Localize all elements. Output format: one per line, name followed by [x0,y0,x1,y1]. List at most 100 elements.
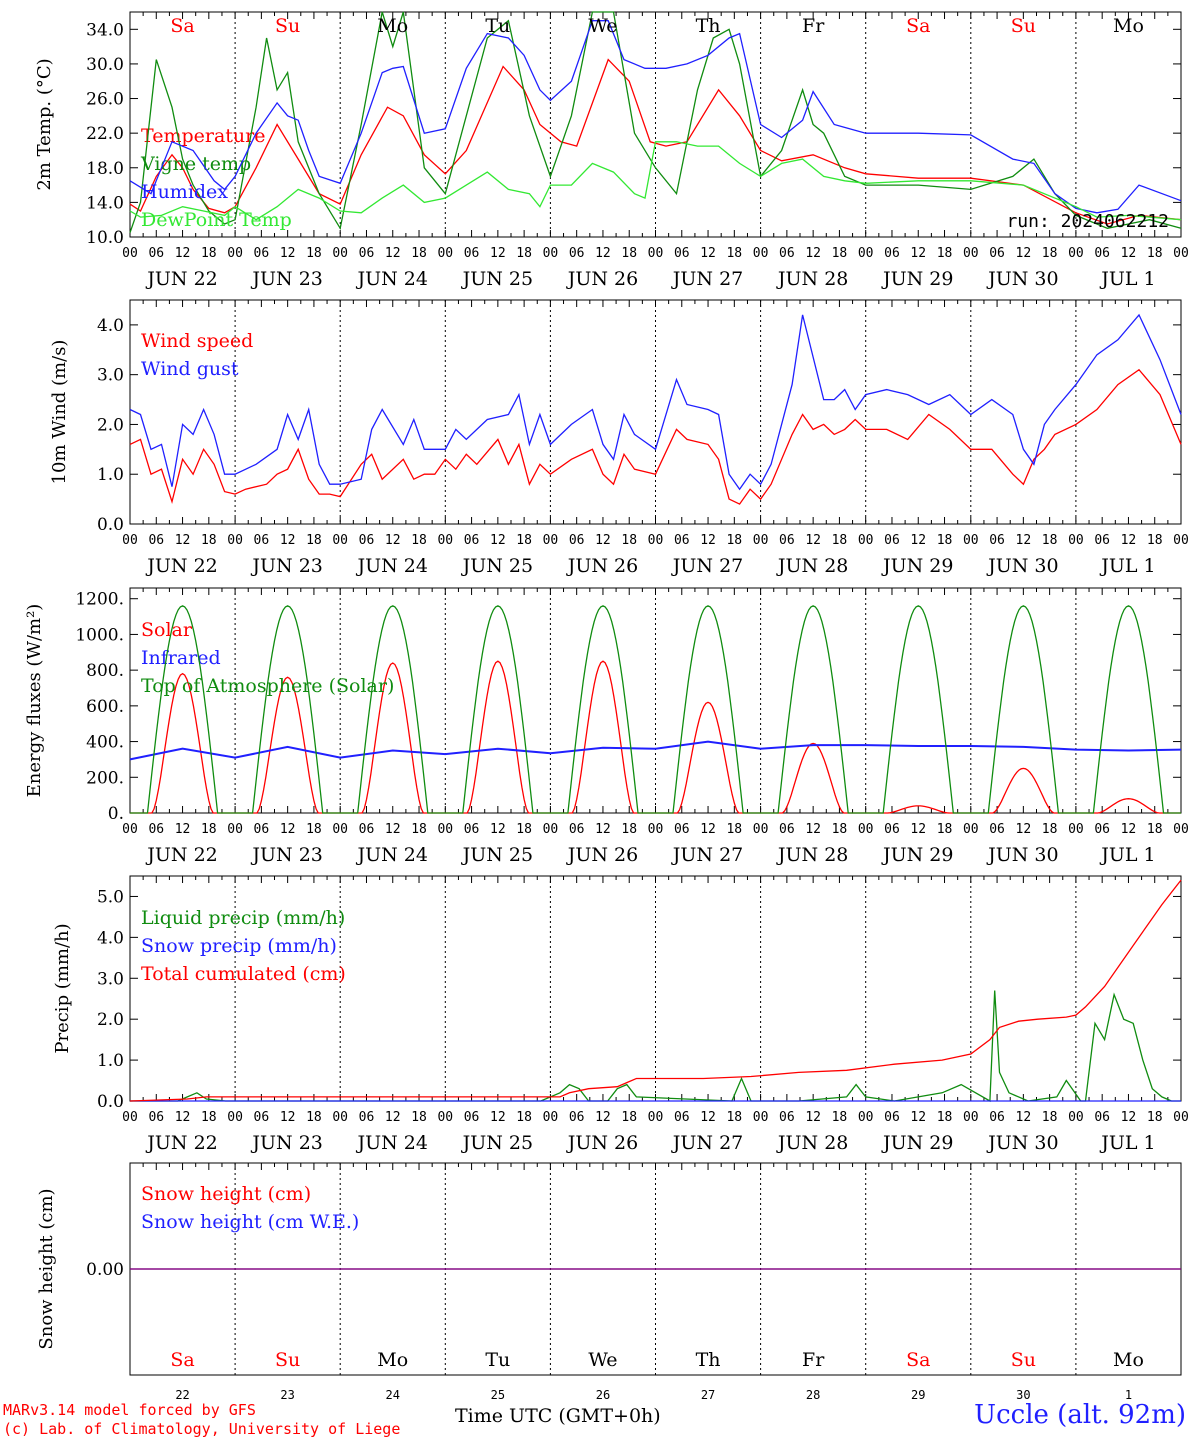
panel-2: 0.0 1.0 2.0 3.0 4.0 10m Wind (m/s) 00 06 12 18 JUN… [49,299,1189,577]
hour-tick-label: 12 [805,822,821,837]
date-label: JUN 22 [145,555,217,577]
station-label: Uccle (alt. 92m) [974,1400,1186,1430]
credit-line-1: MARv3.14 model forced by GFS [3,1401,256,1419]
hour-tick-label: 00 [1173,246,1189,261]
hour-tick-label: 06 [569,1110,585,1125]
weekday-label: Sa [906,1349,930,1371]
hour-tick-label: 06 [464,533,480,548]
y-tick-label: 2.0 [97,1010,124,1030]
panel-4: 0.0 1.0 2.0 3.0 4.0 5.0 Precip (mm/h) 00 06 12 18 J… [52,875,1189,1154]
hour-tick-label: 12 [385,822,401,837]
legend-entry: Wind speed [141,330,253,352]
hour-tick-label: 18 [306,533,322,548]
credit-line-2: (c) Lab. of Climatology, University of L… [3,1420,401,1438]
x-axis-title: Time UTC (GMT+0h) [455,1405,661,1427]
y-tick-label: 10.0 [86,228,124,248]
hour-tick-label: 06 [884,1110,900,1125]
hour-tick-label: 12 [1016,822,1032,837]
weekday-label: Fr [802,1349,825,1371]
date-label: JUN 28 [776,268,848,290]
series-line [130,990,1181,1103]
hour-tick-label: 00 [1173,822,1189,837]
legend-entry: Infrared [141,647,221,669]
hour-tick-label: 06 [884,533,900,548]
hour-tick-label: 12 [805,1110,821,1125]
hour-tick-label: 06 [1094,533,1110,548]
hour-tick-label: 06 [148,246,164,261]
hour-tick-label: 18 [621,246,637,261]
day-number-label: 25 [491,1388,505,1402]
hour-tick-label: 18 [1147,822,1163,837]
hour-tick-label: 00 [437,822,453,837]
hour-tick-label: 00 [227,822,243,837]
hour-tick-label: 06 [1094,822,1110,837]
y-axis-label: 10m Wind (m/s) [49,340,70,485]
hour-tick-label: 00 [858,822,874,837]
y-tick-label: 4.0 [97,316,124,336]
y-tick-label: 200. [86,768,124,788]
hour-tick-label: 18 [516,822,532,837]
weekday-label: Sa [906,15,930,37]
hour-tick-label: 12 [910,246,926,261]
hour-tick-label: 18 [621,1110,637,1125]
date-label: JUL 1 [1099,1132,1155,1154]
hour-tick-label: 00 [122,1110,138,1125]
hour-tick-label: 00 [963,533,979,548]
hour-tick-label: 18 [1042,1110,1058,1125]
y-tick-label: 1000. [75,625,124,645]
date-label: JUL 1 [1099,555,1155,577]
hour-tick-label: 18 [201,533,217,548]
hour-tick-label: 06 [989,246,1005,261]
hour-tick-label: 18 [201,246,217,261]
hour-tick-label: 12 [1016,533,1032,548]
date-label: JUN 23 [250,1132,322,1154]
legend-entry: Snow height (cm) [141,1183,311,1205]
hour-tick-label: 12 [1016,246,1032,261]
date-label: JUN 23 [250,844,322,866]
date-label: JUN 28 [776,555,848,577]
hour-tick-label: 00 [648,822,664,837]
hour-tick-label: 12 [175,246,191,261]
y-tick-label: 800. [86,661,124,681]
hour-tick-label: 18 [1147,533,1163,548]
hour-tick-label: 06 [359,246,375,261]
hour-tick-label: 06 [254,533,270,548]
hour-tick-label: 18 [1147,1110,1163,1125]
y-tick-label: 30.0 [86,55,124,75]
date-label: JUN 23 [250,268,322,290]
hour-tick-label: 00 [858,533,874,548]
hour-tick-label: 00 [437,533,453,548]
weekday-label: Mo [1113,1349,1144,1371]
hour-tick-label: 06 [254,822,270,837]
hour-tick-label: 12 [175,822,191,837]
legend-entry: DewPoint Temp [141,209,292,231]
hour-tick-label: 18 [306,246,322,261]
legend-entry: Solar [141,619,193,641]
date-label: JUN 23 [250,555,322,577]
hour-tick-label: 06 [464,246,480,261]
date-label: JUN 29 [881,555,953,577]
day-number-label: 28 [806,1388,820,1402]
hour-tick-label: 00 [332,533,348,548]
series-line [129,20,1182,214]
date-label: JUN 25 [461,268,533,290]
date-label: JUL 1 [1099,268,1155,290]
y-tick-label: 3.0 [97,969,124,989]
hour-tick-label: 12 [910,1110,926,1125]
series-line [130,605,1181,814]
hour-tick-label: 18 [937,1110,953,1125]
hour-tick-label: 00 [1068,533,1084,548]
hour-tick-label: 00 [753,246,769,261]
hour-tick-label: 12 [700,533,716,548]
y-tick-label: 2.0 [97,415,124,435]
legend-entry: Temperature [141,125,265,147]
date-label: JUN 25 [461,844,533,866]
legend-entry: Snow precip (mm/h) [141,935,337,957]
hour-tick-label: 12 [175,533,191,548]
hour-tick-label: 12 [490,533,506,548]
legend-entry: Wind gust [141,358,239,380]
hour-tick-label: 00 [858,246,874,261]
hour-tick-label: 12 [385,246,401,261]
hour-tick-label: 00 [122,533,138,548]
